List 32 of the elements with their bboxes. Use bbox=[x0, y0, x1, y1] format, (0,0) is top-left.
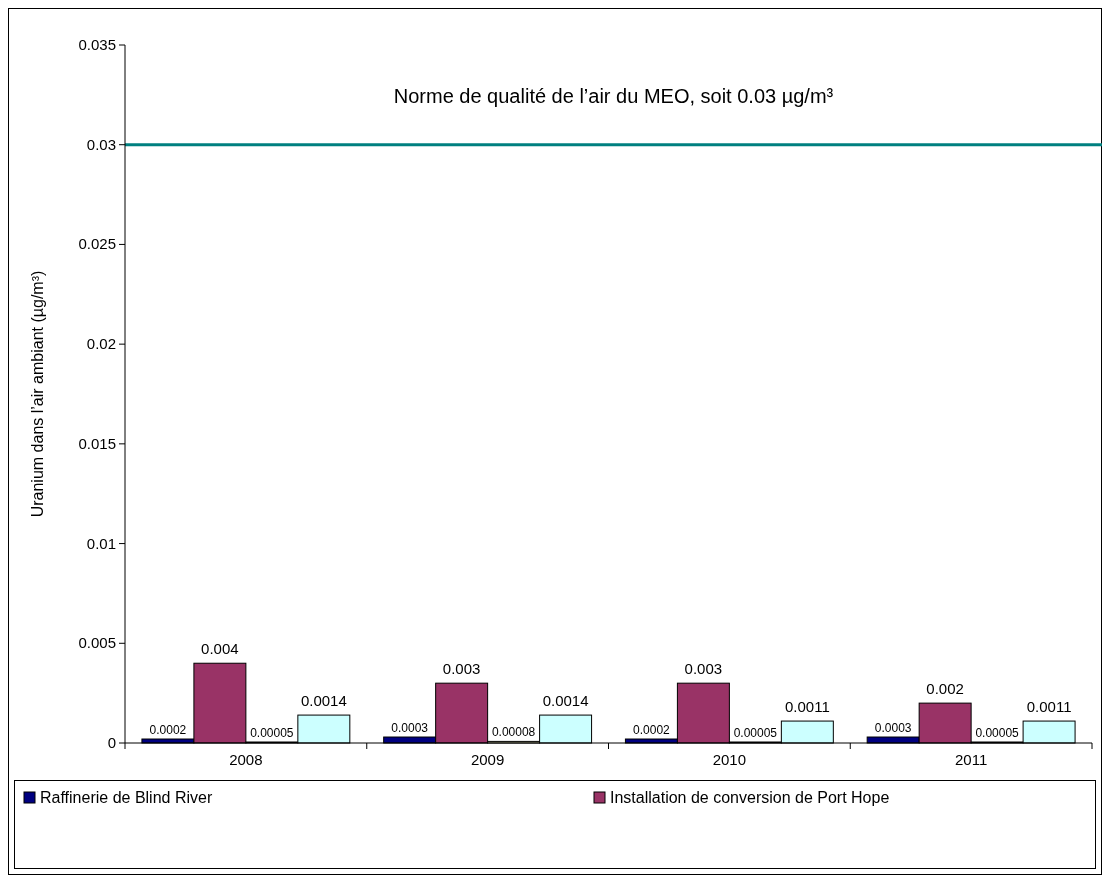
x-tick-label: 2010 bbox=[712, 751, 747, 768]
y-axis-title: Uranium dans l’air ambiant (µg/m³) bbox=[29, 270, 46, 518]
y-tick-label: 0.01 bbox=[86, 534, 116, 552]
y-tick-label: 0.02 bbox=[86, 335, 116, 353]
x-tick-label: 2008 bbox=[229, 751, 263, 768]
data-label: 0.00008 bbox=[491, 725, 536, 740]
x-tick-label: 2009 bbox=[470, 751, 505, 768]
data-label: 0.0011 bbox=[1026, 698, 1072, 716]
legend-label: Raffinerie de Blind River bbox=[40, 789, 213, 806]
data-label: 0.0002 bbox=[149, 723, 187, 738]
x-tick-label: 2011 bbox=[954, 751, 988, 768]
data-label: 0.003 bbox=[684, 660, 723, 678]
data-label: 0.0003 bbox=[874, 721, 912, 736]
data-label: 0.00005 bbox=[975, 726, 1020, 740]
data-label: 0.00005 bbox=[250, 726, 294, 740]
y-tick-label: 0.015 bbox=[78, 434, 116, 452]
y-tick-label: 0.03 bbox=[86, 135, 116, 153]
ref-line-label: Norme de qualité de l’air du MEO, soit 0.03 µg/m³ bbox=[393, 84, 834, 107]
data-label: 0.004 bbox=[201, 640, 239, 658]
y-tick-label: 0.025 bbox=[78, 235, 116, 253]
data-label: 0.00005 bbox=[733, 726, 778, 740]
data-label: 0.002 bbox=[926, 680, 964, 698]
data-label: 0.0011 bbox=[784, 698, 830, 716]
data-label: 0.0014 bbox=[300, 692, 347, 710]
data-label: 0.003 bbox=[442, 660, 481, 678]
data-label: 0.0014 bbox=[542, 692, 589, 710]
y-tick-label: 0.035 bbox=[78, 36, 116, 53]
y-tick-label: 0.005 bbox=[78, 634, 116, 652]
data-label: 0.0002 bbox=[633, 723, 671, 738]
data-label: 0.0003 bbox=[391, 721, 429, 736]
y-tick-label: 0 bbox=[107, 734, 116, 751]
legend-label: Installation de conversion de Port Hope bbox=[610, 789, 890, 806]
